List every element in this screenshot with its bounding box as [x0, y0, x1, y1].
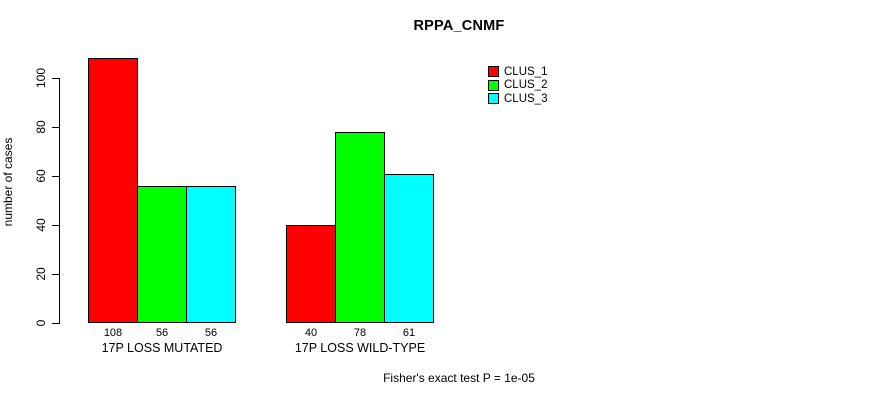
bar-value-label: 40	[304, 327, 318, 339]
y-axis-tick	[52, 176, 59, 177]
y-axis-tick-label: 80	[34, 120, 48, 134]
x-category-label: 17P LOSS WILD-TYPE	[294, 341, 426, 355]
bar-value-label: 56	[155, 327, 169, 339]
legend-label: CLUS_2	[504, 79, 548, 92]
legend-swatch-clus-2-icon	[488, 79, 499, 91]
x-category-label: 17P LOSS MUTATED	[101, 341, 223, 355]
bar-value-label: 108	[103, 327, 123, 339]
y-axis-tick	[52, 225, 59, 226]
chart-title: RPPA_CNMF	[413, 18, 505, 34]
bar-value-label: 78	[353, 327, 367, 339]
y-axis-tick	[52, 274, 59, 275]
bar-clus_3-wild-type	[384, 173, 434, 323]
legend-label: CLUS_3	[504, 92, 548, 105]
bar-value-label: 61	[402, 327, 416, 339]
y-axis-tick-label: 20	[34, 267, 48, 281]
y-axis-line	[59, 78, 60, 324]
legend-item: CLUS_2	[488, 79, 547, 93]
stat-test-caption: Fisher's exact test P = 1e-05	[383, 371, 535, 385]
legend-item: CLUS_3	[488, 92, 547, 106]
bar-value-label: 56	[204, 327, 218, 339]
y-axis-tick-label: 60	[34, 169, 48, 183]
legend-swatch-clus-1-icon	[488, 66, 499, 78]
bar-clus_1-wild-type	[286, 225, 336, 323]
legend-label: CLUS_1	[504, 65, 548, 78]
legend-swatch-clus-3-icon	[488, 93, 499, 105]
y-axis-tick	[52, 323, 59, 324]
legend-item: CLUS_1	[488, 65, 547, 79]
legend: CLUS_1 CLUS_2 CLUS_3	[488, 65, 547, 106]
bar-clus_3-mutated	[186, 185, 236, 323]
y-axis-tick-label: 40	[34, 218, 48, 232]
bar-clus_1-mutated	[88, 58, 138, 323]
y-axis-tick	[52, 78, 59, 79]
bar-clus_2-mutated	[137, 185, 187, 323]
y-axis-tick-label: 100	[34, 67, 48, 89]
bar-clus_2-wild-type	[335, 131, 385, 323]
y-axis-tick	[52, 127, 59, 128]
y-axis-tick-label: 0	[34, 319, 48, 327]
